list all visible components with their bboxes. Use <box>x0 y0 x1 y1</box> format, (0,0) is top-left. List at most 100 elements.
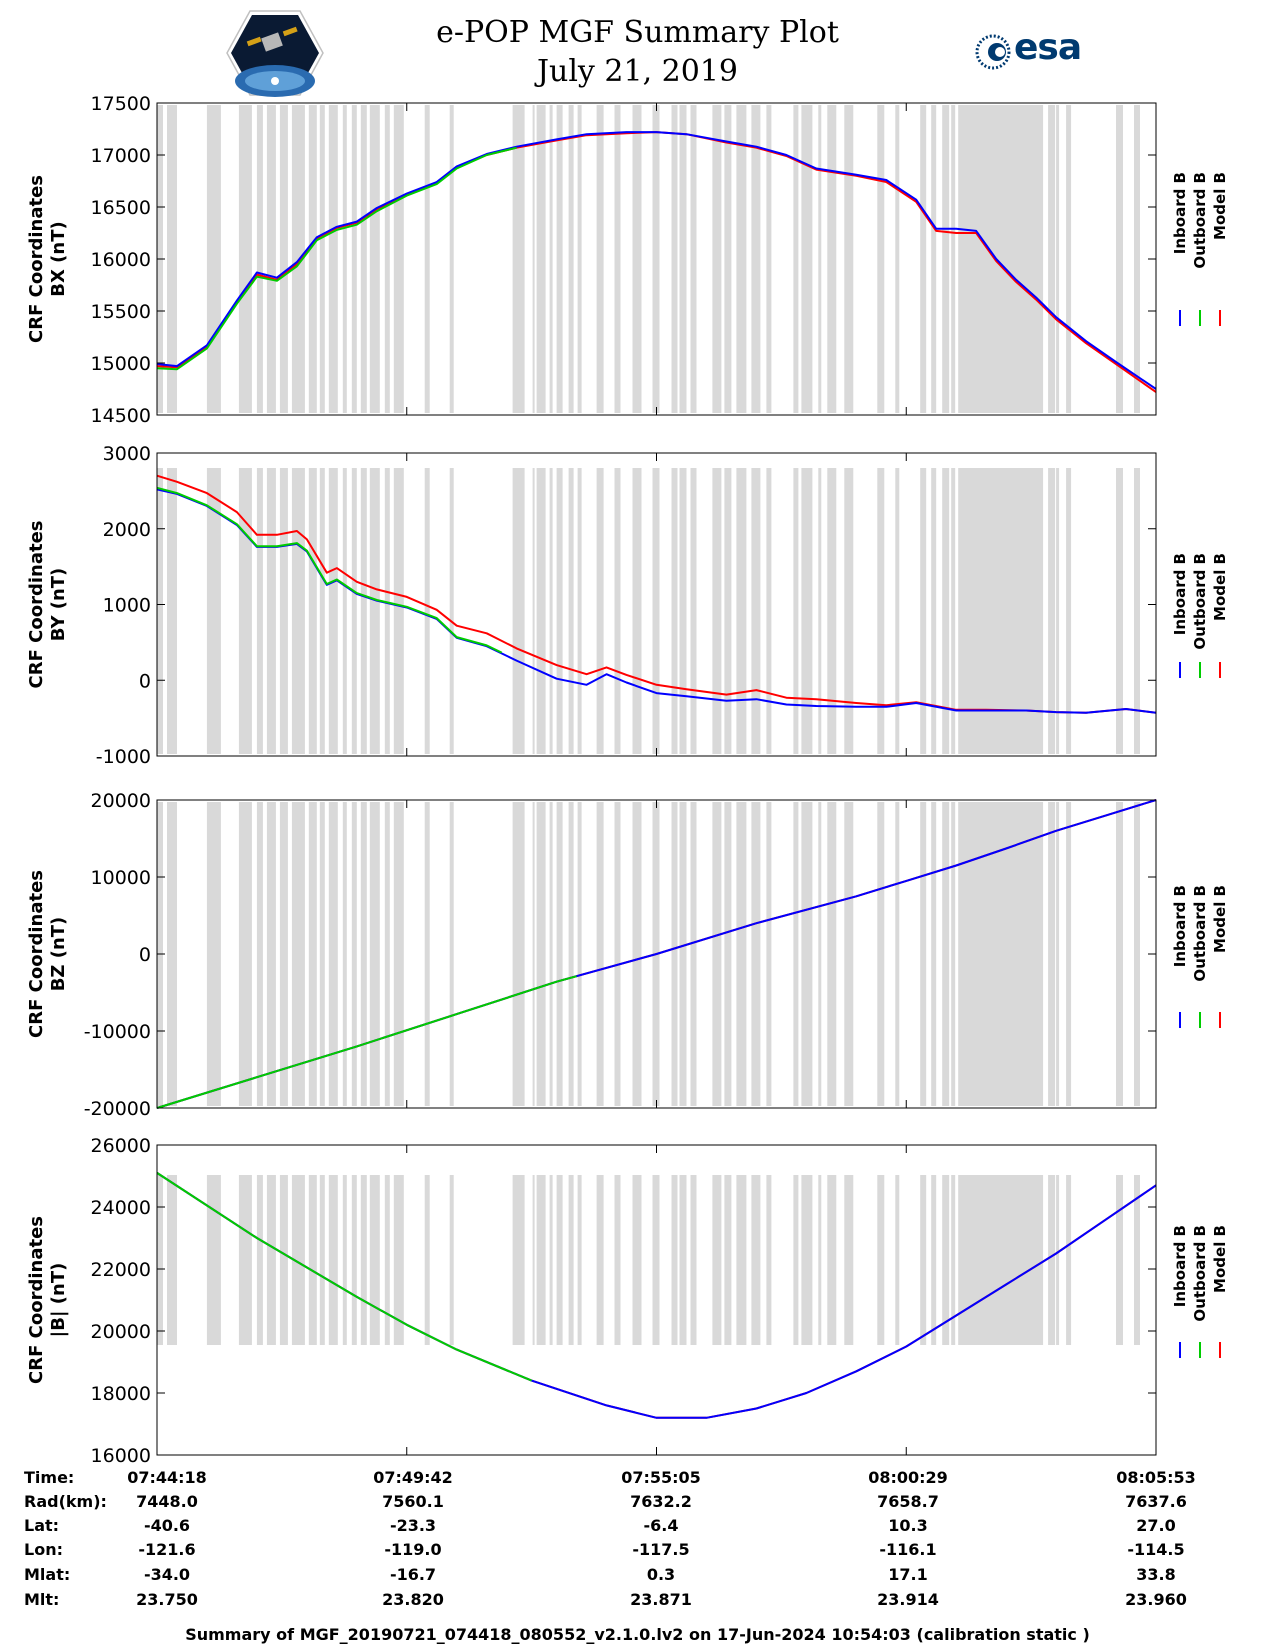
shading-band <box>877 105 885 413</box>
shading-band <box>256 468 263 754</box>
shading-band <box>596 468 604 754</box>
shading-band <box>1056 105 1060 413</box>
legend-label: Model B <box>1211 553 1229 621</box>
shading-band <box>724 468 732 754</box>
legend-label: Inboard B <box>1171 1225 1189 1307</box>
shading-band <box>793 802 799 1106</box>
shading-band <box>342 105 347 413</box>
shading-band <box>712 802 722 1106</box>
y-tick-label: -1000 <box>96 746 151 768</box>
shading-band <box>827 1175 837 1345</box>
shading-band <box>793 468 799 754</box>
shading-band <box>328 105 338 413</box>
shading-band <box>279 1175 288 1345</box>
shading-band <box>844 468 854 754</box>
shading-band <box>238 802 252 1106</box>
shading-band <box>632 105 642 413</box>
legend-label: Outboard B <box>1191 553 1209 650</box>
shading-band <box>238 1175 252 1345</box>
shading-band <box>577 1175 582 1345</box>
shading-band <box>369 802 380 1106</box>
shading-band <box>895 105 900 413</box>
shading-band <box>266 1175 276 1345</box>
shading-band <box>279 468 288 754</box>
shading-band <box>360 802 367 1106</box>
shading-band <box>536 468 546 754</box>
shading-band <box>577 802 582 1106</box>
y-tick-label: 0 <box>139 670 151 692</box>
y-tick-label: 17000 <box>91 145 151 167</box>
y-tick-label: -20000 <box>84 1098 151 1120</box>
y-tick-label: 18000 <box>91 1383 151 1405</box>
shading-band <box>751 468 761 754</box>
data-gap-shading <box>157 105 1140 413</box>
shading-band <box>1116 1175 1123 1345</box>
shading-band <box>827 468 837 754</box>
shading-band <box>766 802 772 1106</box>
shading-band <box>931 1175 937 1345</box>
shading-band <box>532 105 535 413</box>
legend-label: Outboard B <box>1191 885 1209 982</box>
shading-band <box>596 105 604 413</box>
shading-band <box>577 468 582 754</box>
shading-band <box>614 802 621 1106</box>
shading-band <box>556 105 563 413</box>
y-tick-label: 2000 <box>103 519 151 541</box>
shading-band <box>751 105 761 413</box>
shading-band <box>766 105 772 413</box>
shading-band <box>632 802 642 1106</box>
shading-band <box>920 105 927 413</box>
esa-logo-icon <box>975 34 1011 70</box>
shading-band <box>793 105 799 413</box>
shading-band <box>1048 105 1056 413</box>
shading-band <box>877 802 885 1106</box>
shading-band <box>319 802 325 1106</box>
shading-band <box>369 468 380 754</box>
shading-band <box>724 802 732 1106</box>
shading-band <box>549 802 553 1106</box>
shading-band <box>568 468 574 754</box>
y-axis-label-line2: BX (nT) <box>48 221 69 296</box>
shading-band <box>308 1175 317 1345</box>
shading-band <box>393 468 404 754</box>
shading-band <box>801 802 813 1106</box>
y-tick-label: -10000 <box>84 1021 151 1043</box>
shading-band <box>291 468 305 754</box>
shading-band <box>308 468 317 754</box>
shading-band <box>266 468 276 754</box>
shading-band <box>877 1175 885 1345</box>
shading-band <box>958 1175 1044 1345</box>
shading-band <box>671 105 678 413</box>
legend: Inboard B Outboard B Model B <box>1171 885 1229 1028</box>
shading-band <box>512 105 525 413</box>
shading-band <box>951 105 956 413</box>
shading-band <box>532 468 535 754</box>
shading-band <box>818 105 822 413</box>
shading-band <box>206 105 221 413</box>
shading-band <box>920 1175 927 1345</box>
shading-band <box>1056 468 1060 754</box>
shading-band <box>568 105 574 413</box>
shading-band <box>712 1175 722 1345</box>
shading-band <box>1134 468 1140 754</box>
shading-band <box>690 802 697 1106</box>
shading-band <box>724 105 732 413</box>
shading-band <box>351 1175 357 1345</box>
shading-band <box>319 468 325 754</box>
shading-band <box>577 105 582 413</box>
legend-label: Outboard B <box>1191 172 1209 269</box>
shading-band <box>424 1175 430 1345</box>
series-line-inboard-b <box>156 131 1157 390</box>
y-tick-label: 3000 <box>103 443 151 465</box>
header: e-POP MGF Summary Plot July 21, 2019 esa <box>0 0 1275 100</box>
shading-band <box>206 468 221 754</box>
y-tick-label: 16000 <box>91 249 151 271</box>
shading-band <box>424 468 430 754</box>
shading-band <box>536 1175 546 1345</box>
shading-band <box>512 802 525 1106</box>
shading-band <box>652 1175 660 1345</box>
shading-band <box>1048 802 1056 1106</box>
shading-band <box>360 105 367 413</box>
panel-2: -1000 0 1000 2000 3000 CRF CoordinatesBY (nT)… <box>26 443 1229 768</box>
shading-band <box>1066 468 1072 754</box>
